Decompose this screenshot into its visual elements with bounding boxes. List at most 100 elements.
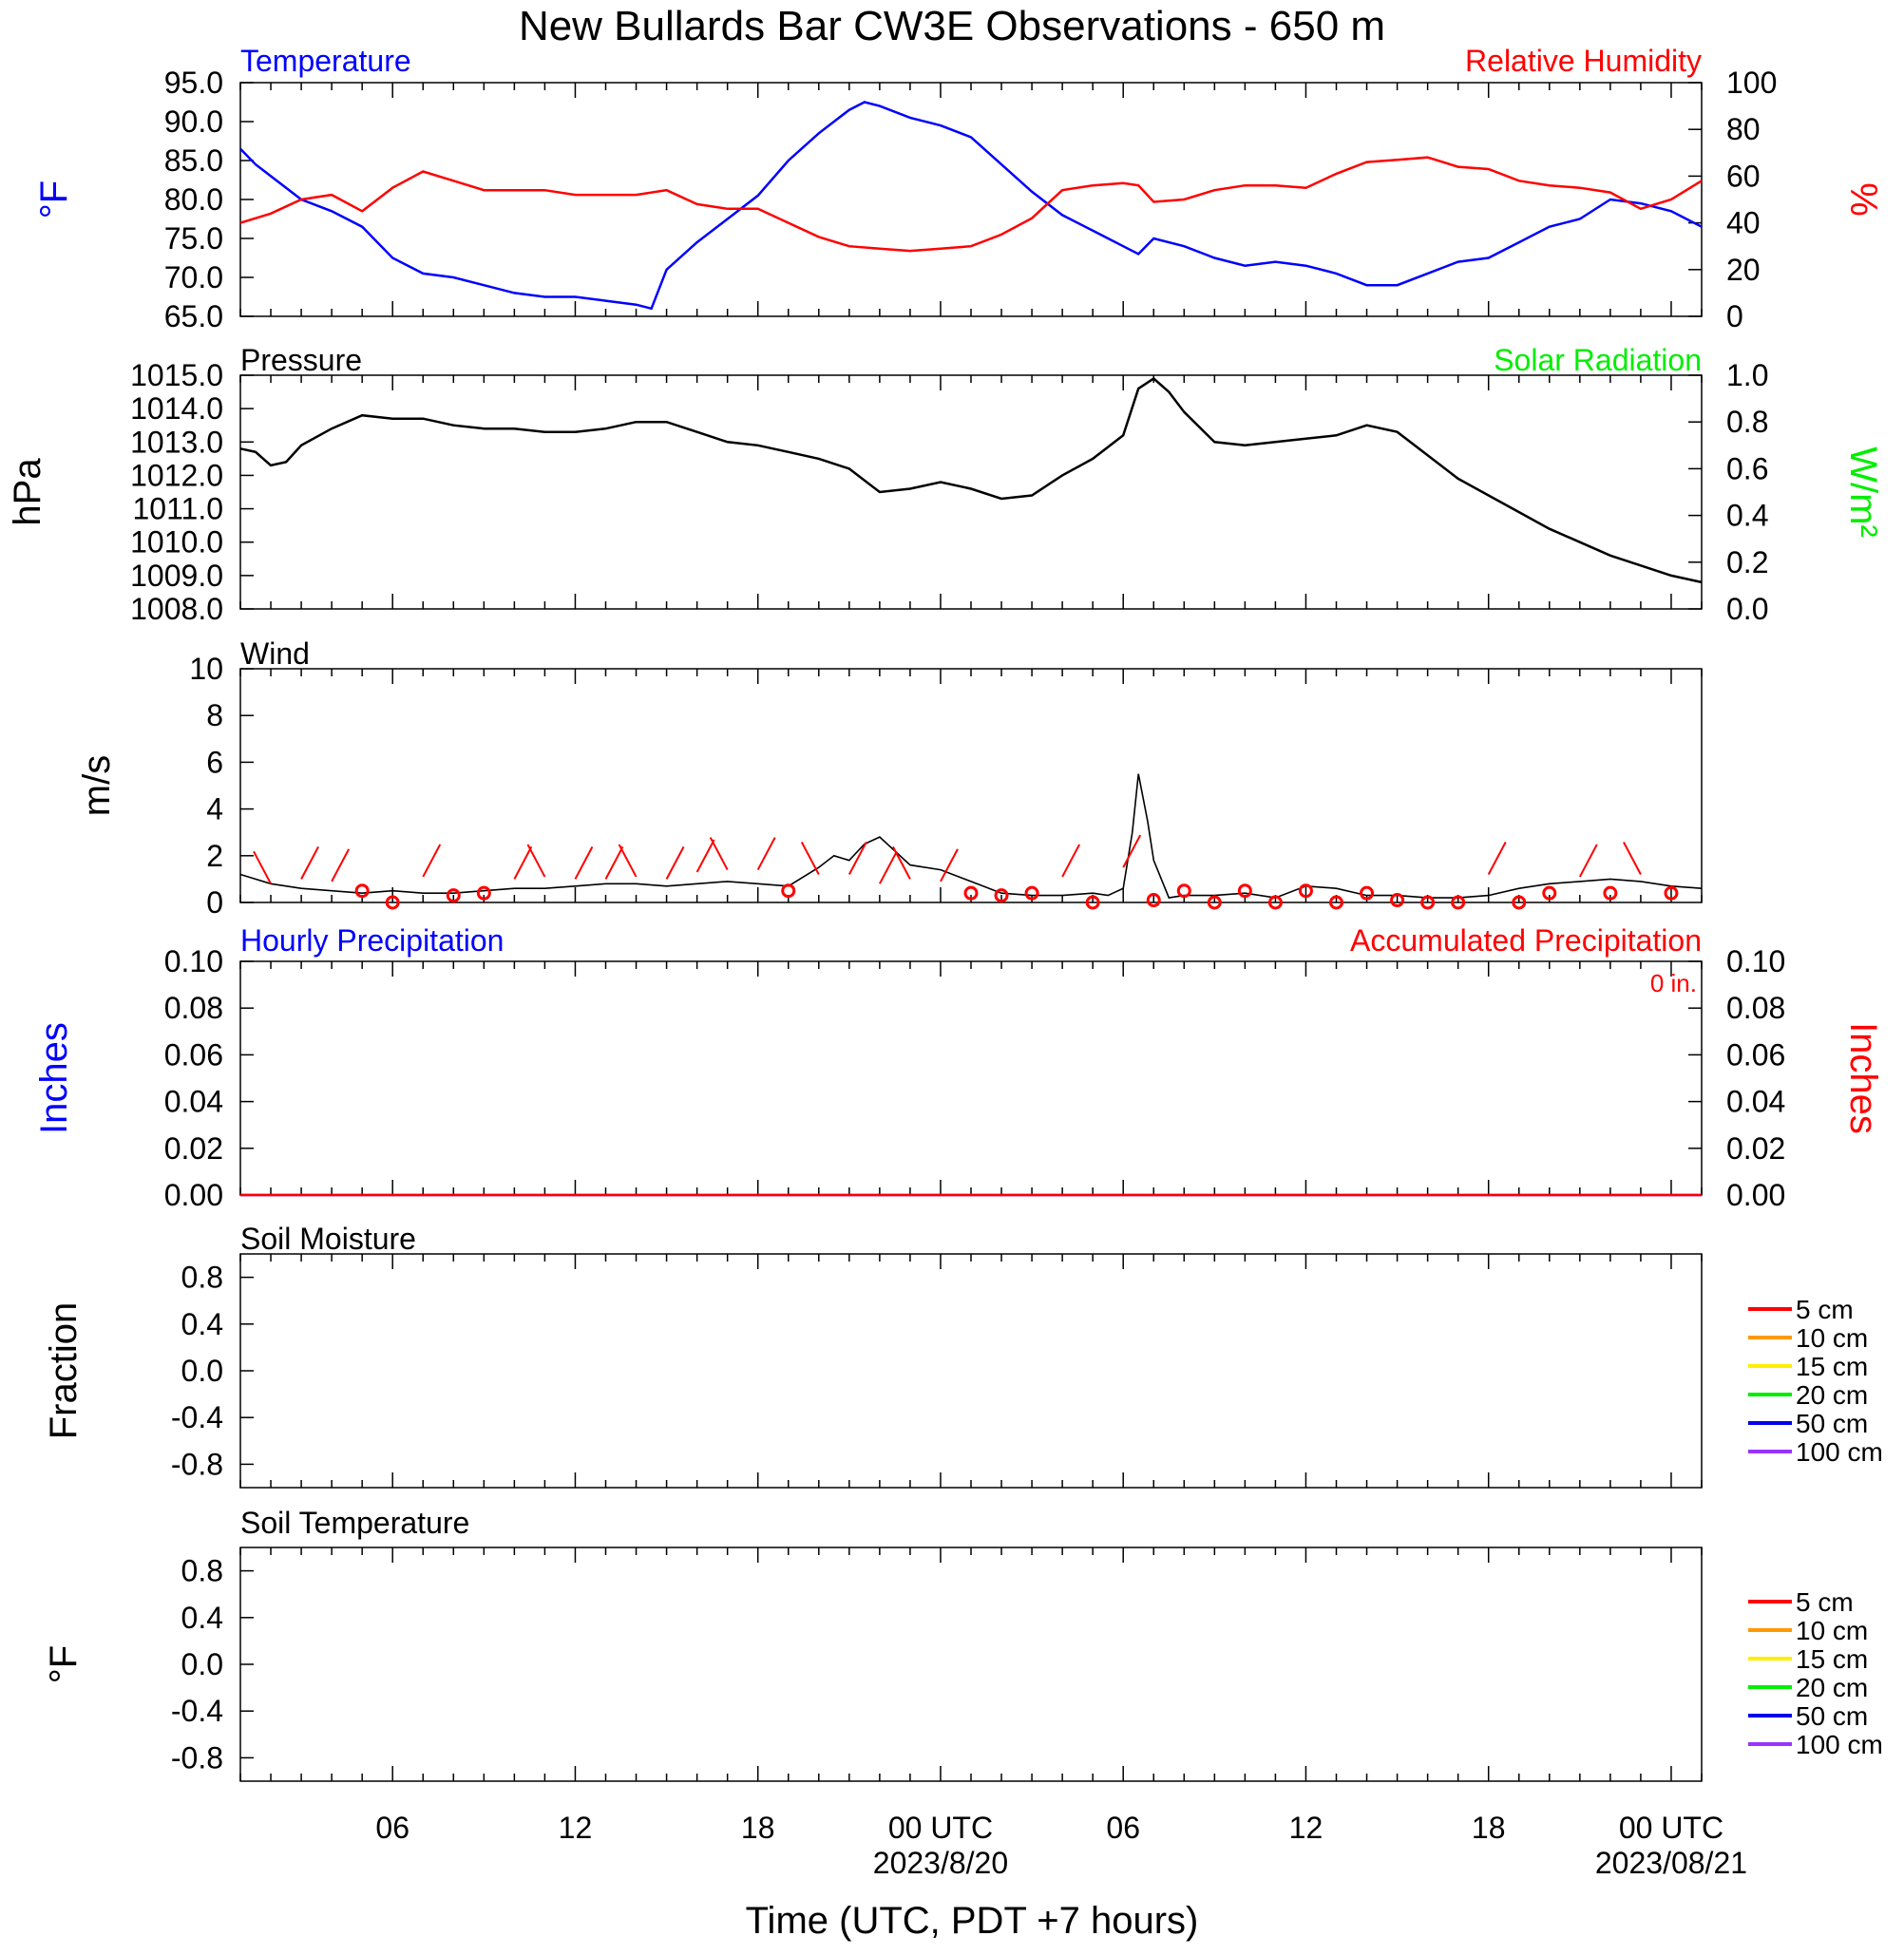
soil-temp-title: Soil Temperature xyxy=(240,1506,469,1540)
panel-ticks xyxy=(239,1547,1703,1781)
x-tick-label: 12 xyxy=(559,1811,593,1845)
legend-label: 10 cm xyxy=(1796,1616,1868,1645)
wind-barb xyxy=(300,845,319,880)
wind-barb-calm xyxy=(1024,885,1039,901)
legend-label: 15 cm xyxy=(1796,1352,1868,1381)
wind-barb-calm xyxy=(1298,883,1313,899)
accum-precip-title: Accumulated Precipitation xyxy=(1350,923,1702,958)
y-tick-label: 0.4 xyxy=(181,1307,223,1341)
wind-barb-calm xyxy=(1512,895,1527,910)
wind-barb-calm xyxy=(1267,895,1283,910)
y-tick-label: 0.02 xyxy=(1726,1131,1785,1166)
panel-temp-rh: Temperature Relative Humidity °F % 65.0 7… xyxy=(33,44,1884,333)
wind-barb xyxy=(1487,842,1507,875)
wind-barb xyxy=(526,844,546,878)
y-tick-label: 0.10 xyxy=(164,944,223,978)
pressure-line xyxy=(239,376,1703,584)
accum-precip-unit: Inches xyxy=(1842,1022,1884,1134)
wind-speed-line xyxy=(239,773,1703,899)
y-tick-label: 0.02 xyxy=(164,1131,223,1166)
panel-ticks xyxy=(239,1254,1703,1488)
x-tick-label: 18 xyxy=(1472,1811,1506,1845)
wind-barb xyxy=(422,844,442,878)
wind-barb xyxy=(695,839,715,873)
precip-tick-labels-left: 0.00 0.02 0.04 0.06 0.08 0.10 xyxy=(164,944,254,1212)
y-tick-label: 70.0 xyxy=(164,260,223,294)
wind-barb-calm xyxy=(385,895,400,910)
wind-barb xyxy=(892,845,911,880)
wind-barb xyxy=(847,842,867,875)
y-tick-label: 65.0 xyxy=(164,299,223,333)
panel-soil-temperature: Soil Temperature °F -0.8 -0.4 0.0 0.4 0.8 5 … xyxy=(43,1506,1883,1782)
y-tick-label: 0.2 xyxy=(1726,545,1768,579)
wind-barb-calm xyxy=(1329,895,1343,910)
wind-barb xyxy=(756,837,776,871)
wind-barb xyxy=(940,848,959,883)
wind-barbs xyxy=(253,834,1679,910)
legend-label: 100 cm xyxy=(1796,1730,1883,1759)
wind-barb-calm xyxy=(963,885,979,901)
y-tick-label: 1012.0 xyxy=(130,458,223,492)
y-tick-label: 4 xyxy=(206,792,223,826)
wind-barb-calm xyxy=(1146,893,1161,908)
precip-tick-labels-right: 0.00 0.02 0.04 0.06 0.08 0.10 xyxy=(1688,944,1785,1212)
y-tick-label: 0.8 xyxy=(181,1261,223,1295)
wind-barb xyxy=(618,844,638,878)
y-tick-label: 0.06 xyxy=(1726,1037,1785,1072)
y-tick-label: 1013.0 xyxy=(130,425,223,459)
y-tick-label: -0.4 xyxy=(171,1400,223,1434)
humidity-line xyxy=(239,156,1703,253)
wind-barb-calm xyxy=(1176,883,1191,899)
legend-label: 20 cm xyxy=(1796,1380,1868,1410)
solar-unit: W/m² xyxy=(1842,446,1884,538)
panel-wind: Wind m/s 0 2 4 6 8 10 xyxy=(76,636,1703,920)
rh-title: Relative Humidity xyxy=(1465,44,1702,78)
panel-pressure: Pressure Solar Radiation hPa W/m² 1008.0… xyxy=(7,343,1884,626)
y-tick-label: 1014.0 xyxy=(130,391,223,426)
y-tick-label: 1009.0 xyxy=(130,559,223,593)
y-tick-label: 1010.0 xyxy=(130,525,223,560)
y-tick-label: 1015.0 xyxy=(130,358,223,392)
pressure-unit: hPa xyxy=(7,458,48,526)
y-tick-label: 85.0 xyxy=(164,143,223,178)
y-tick-label: 0.0 xyxy=(181,1354,223,1388)
soil-temp-unit: °F xyxy=(43,1645,85,1683)
solar-title: Solar Radiation xyxy=(1494,343,1702,377)
y-tick-label: 0.04 xyxy=(1726,1085,1785,1119)
wind-barb xyxy=(513,845,533,880)
x-tick-label: 00 UTC xyxy=(1619,1811,1723,1845)
hourly-precip-title: Hourly Precipitation xyxy=(240,923,504,958)
wind-barb xyxy=(253,850,272,884)
wind-title: Wind xyxy=(240,636,310,671)
y-tick-label: 0.0 xyxy=(1726,592,1768,626)
y-tick-label: 8 xyxy=(206,698,223,732)
wind-barb xyxy=(1122,834,1142,868)
y-tick-label: 6 xyxy=(206,745,223,779)
temp-tick-labels: 65.0 70.0 75.0 80.0 85.0 90.0 95.0 xyxy=(164,66,254,333)
y-tick-label: 10 xyxy=(189,652,223,686)
y-tick-label: 0.10 xyxy=(1726,944,1785,978)
y-tick-label: 0.8 xyxy=(1726,405,1768,439)
temp-unit: °F xyxy=(33,180,75,218)
y-tick-label: -0.4 xyxy=(171,1694,223,1728)
y-tick-label: -0.8 xyxy=(171,1740,223,1775)
rh-unit: % xyxy=(1842,182,1884,217)
wind-barb xyxy=(1578,844,1598,878)
wind-barb xyxy=(878,850,898,884)
wind-barb xyxy=(604,845,624,880)
temp-title: Temperature xyxy=(240,44,411,78)
legend-label: 10 cm xyxy=(1796,1323,1868,1353)
wind-barb xyxy=(665,845,685,880)
legend-label: 50 cm xyxy=(1796,1701,1868,1731)
wind-barb-calm xyxy=(1420,895,1436,910)
wind-barb-calm xyxy=(476,885,491,901)
y-tick-label: 0.4 xyxy=(181,1601,223,1635)
panel-ticks xyxy=(239,961,1703,1195)
y-tick-label: 60 xyxy=(1726,159,1761,193)
y-tick-label: 0.6 xyxy=(1726,451,1768,485)
y-tick-label: 0.00 xyxy=(1726,1178,1785,1212)
wind-barb-calm xyxy=(781,883,796,899)
y-tick-label: 1.0 xyxy=(1726,358,1768,392)
